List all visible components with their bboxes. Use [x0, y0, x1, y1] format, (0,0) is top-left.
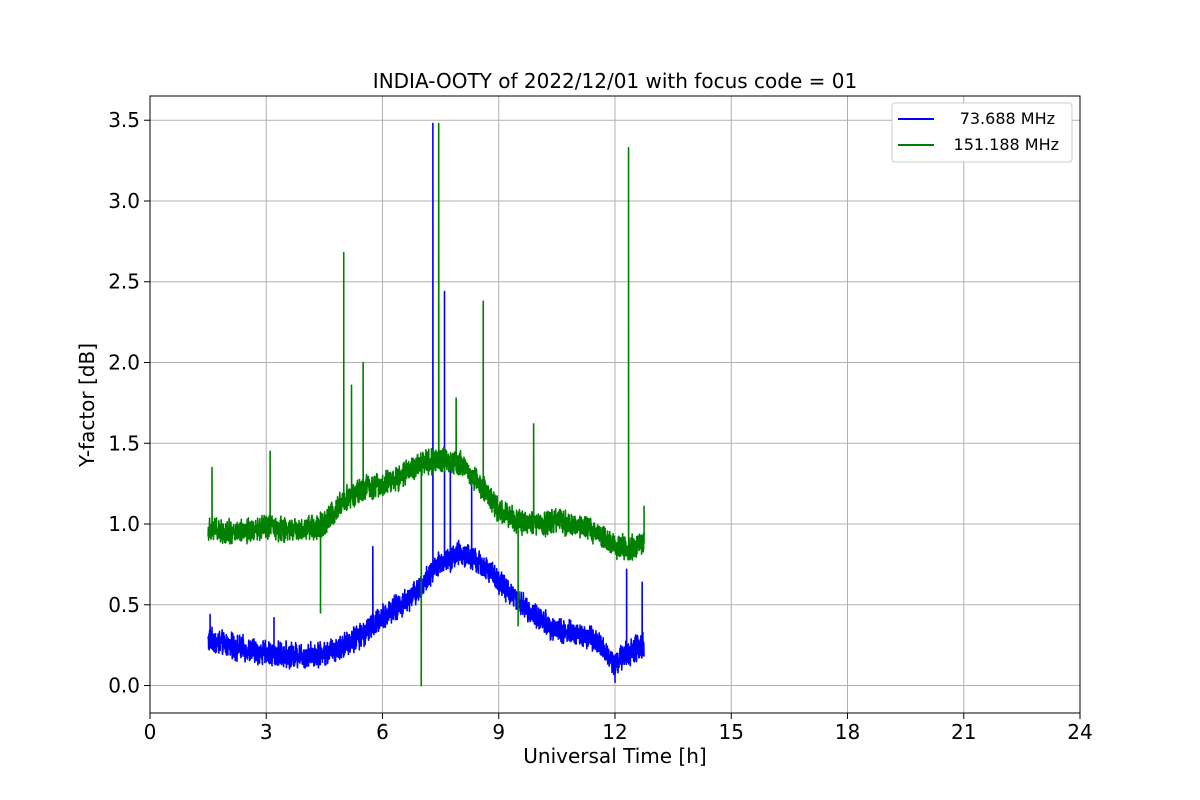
x-tick-label: 6	[376, 720, 389, 744]
y-tick-label: 1.0	[108, 512, 140, 536]
x-tick-label: 3	[260, 720, 273, 744]
chart-title: INDIA-OOTY of 2022/12/01 with focus code…	[373, 69, 857, 93]
series-layer	[207, 122, 645, 687]
x-tick-label: 9	[492, 720, 505, 744]
legend-label-73-mhz: 73.688 MHz	[960, 109, 1055, 128]
series-line-1	[207, 122, 645, 687]
legend: 73.688 MHz 151.188 MHz	[891, 102, 1073, 163]
x-tick-label: 21	[951, 720, 976, 744]
x-tick-label: 18	[835, 720, 860, 744]
y-tick-label: 2.0	[108, 351, 140, 375]
x-axis-label: Universal Time [h]	[523, 744, 706, 768]
x-tick-label: 12	[602, 720, 627, 744]
x-tick-label: 15	[719, 720, 744, 744]
y-tick-label: 1.5	[108, 431, 140, 455]
x-axis-ticks: 0 3 6 9 12 15 18 21 24	[144, 713, 1093, 744]
y-axis-ticks: 0.0 0.5 1.0 1.5 2.0 2.5 3.0 3.5	[108, 108, 150, 698]
x-tick-label: 0	[144, 720, 157, 744]
y-tick-label: 0.0	[108, 674, 140, 698]
y-tick-label: 0.5	[108, 593, 140, 617]
legend-box	[891, 102, 1073, 163]
y-tick-label: 3.5	[108, 108, 140, 132]
series-line-0	[207, 122, 645, 684]
y-tick-label: 3.0	[108, 189, 140, 213]
legend-label-151-mhz: 151.188 MHz	[954, 135, 1059, 154]
y-tick-label: 2.5	[108, 270, 140, 294]
y-axis-label: Y-factor [dB]	[75, 343, 99, 468]
x-tick-label: 24	[1067, 720, 1092, 744]
